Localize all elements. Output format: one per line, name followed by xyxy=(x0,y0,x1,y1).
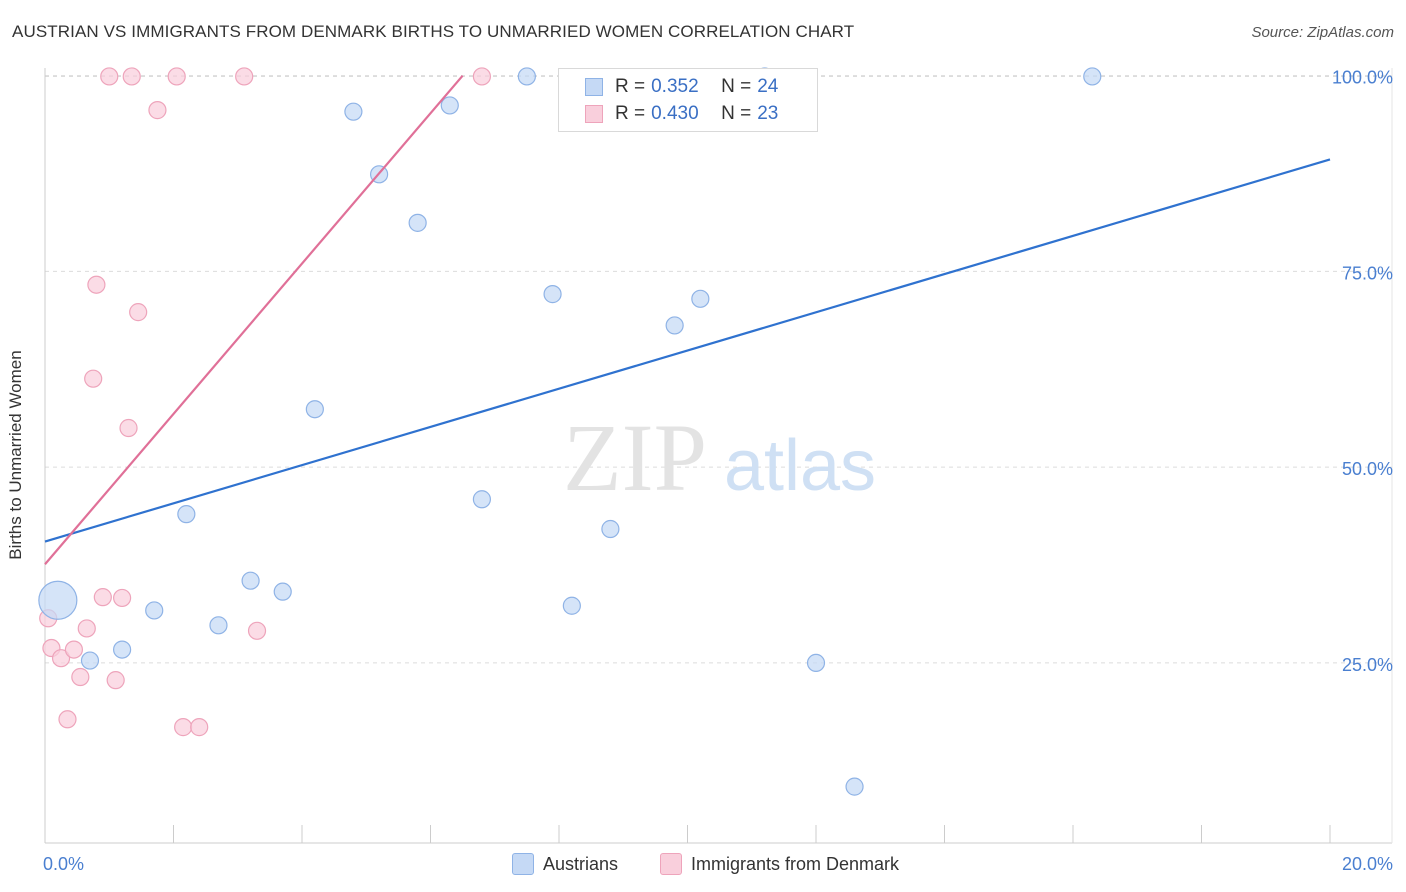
point-austrians xyxy=(806,653,826,673)
legend-r-label: R = xyxy=(615,76,646,97)
point-denmark xyxy=(167,67,186,86)
legend-n-label: N = xyxy=(721,103,752,124)
point-denmark xyxy=(77,619,96,638)
point-denmark xyxy=(87,275,106,294)
axes xyxy=(44,68,1393,844)
point-austrians xyxy=(691,289,710,308)
legend-swatch-denmark xyxy=(585,105,603,123)
y-tick-label: 100.0% xyxy=(1332,68,1393,88)
watermark-zip: ZIP xyxy=(563,404,707,511)
legend-r-label: R = xyxy=(615,103,646,124)
watermark-atlas: atlas xyxy=(724,426,876,506)
point-denmark xyxy=(112,588,132,608)
bottom-legend-swatch-denmark xyxy=(660,853,682,875)
y-tick-label: 25.0% xyxy=(1342,655,1393,675)
point-austrians xyxy=(543,285,562,304)
legend-row-denmark: R = 0.430 N = 23 xyxy=(585,102,778,126)
point-denmark xyxy=(122,67,141,86)
point-denmark xyxy=(472,67,491,86)
point-austrians xyxy=(601,519,620,539)
point-austrians xyxy=(472,490,491,509)
legend-r-value: 0.430 xyxy=(651,103,699,124)
point-denmark xyxy=(58,710,77,729)
legend-r-value: 0.352 xyxy=(651,76,699,97)
x-tick-label: 0.0% xyxy=(43,854,84,874)
watermark: ZIP atlas xyxy=(563,404,876,511)
legend-swatch-austrians xyxy=(585,78,603,96)
trend-line-denmark xyxy=(44,74,464,565)
point-austrians xyxy=(562,596,581,615)
point-austrians xyxy=(440,96,459,115)
point-denmark xyxy=(84,369,103,388)
point-austrians xyxy=(408,213,427,232)
point-denmark xyxy=(119,418,138,438)
point-austrians xyxy=(145,601,164,620)
bottom-legend-swatch-austrians xyxy=(512,853,534,875)
point-austrians xyxy=(112,640,132,659)
point-austrians xyxy=(38,580,78,620)
bottom-legend-label-denmark: Immigrants from Denmark xyxy=(691,853,900,874)
chart-title: AUSTRIAN VS IMMIGRANTS FROM DENMARK BIRT… xyxy=(12,22,855,41)
point-austrians xyxy=(665,316,684,335)
scatter-points xyxy=(38,67,1102,796)
point-denmark xyxy=(129,303,148,322)
point-denmark xyxy=(247,621,267,640)
point-austrians xyxy=(517,67,536,86)
correlation-legend: R = 0.352 N = 24 R = 0.430 N = 23 xyxy=(558,68,818,132)
legend-n-value: 24 xyxy=(757,76,779,97)
point-denmark xyxy=(106,671,125,690)
point-denmark xyxy=(100,67,119,86)
point-denmark xyxy=(51,649,71,668)
x-tick-label: 20.0% xyxy=(1342,854,1393,874)
point-denmark xyxy=(64,640,84,659)
legend-n-value: 23 xyxy=(757,103,779,124)
point-austrians xyxy=(845,777,864,796)
point-denmark xyxy=(190,718,209,737)
point-austrians xyxy=(344,102,363,121)
point-austrians xyxy=(305,400,324,419)
point-austrians xyxy=(80,651,100,670)
trend-line-austrians xyxy=(44,158,1331,543)
tick-labels: 25.0% 50.0% 75.0% 100.0% 0.0% 20.0% xyxy=(43,68,1393,874)
point-denmark xyxy=(148,101,167,120)
point-denmark xyxy=(235,67,254,86)
point-austrians xyxy=(1083,67,1102,86)
bottom-legend-denmark: Immigrants from Denmark xyxy=(660,852,899,876)
point-denmark xyxy=(71,667,90,687)
point-austrians xyxy=(177,505,196,524)
bottom-legend-austrians: Austrians xyxy=(512,852,618,876)
y-tick-label: 50.0% xyxy=(1342,459,1393,479)
point-austrians xyxy=(241,571,260,590)
y-tick-label: 75.0% xyxy=(1342,263,1393,283)
source-label: Source: ZipAtlas.com xyxy=(1251,24,1394,41)
point-denmark xyxy=(93,588,112,607)
point-austrians xyxy=(209,616,228,635)
y-axis-label: Births to Unmarried Women xyxy=(6,350,25,560)
legend-row-austrians: R = 0.352 N = 24 xyxy=(585,75,778,99)
point-austrians xyxy=(273,582,292,601)
point-denmark xyxy=(174,718,193,737)
trend-lines xyxy=(44,74,1331,565)
bottom-legend-label-austrians: Austrians xyxy=(543,853,619,874)
legend-n-label: N = xyxy=(721,76,752,97)
